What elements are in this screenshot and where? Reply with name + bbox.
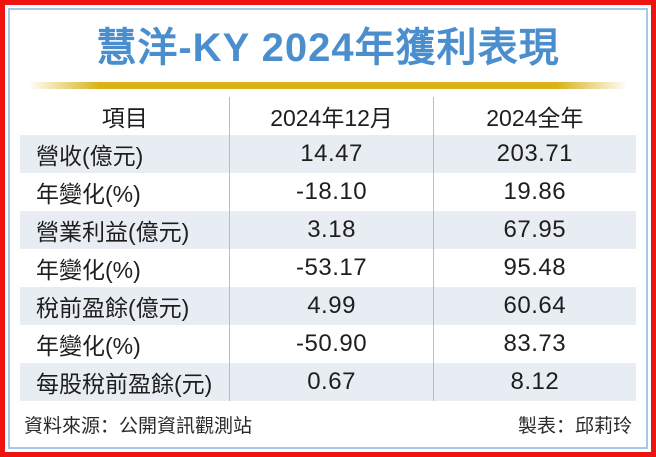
cell-value: -18.10	[229, 173, 432, 211]
cell-value: 4.99	[229, 287, 432, 325]
column-header-full-year-2024: 2024全年	[432, 97, 636, 135]
cell-value: 95.48	[432, 249, 636, 287]
row-label: 營收(億元)	[36, 143, 144, 169]
row-label: 年變化(%)	[36, 333, 141, 359]
table-row: 每股稅前盈餘(元) 0.67 8.12	[20, 363, 636, 401]
table-row: 年變化(%) -18.10 19.86	[20, 173, 636, 211]
inner-panel: 慧洋-KY 2024年獲利表現 項目 2024年12月 2024全年 營收(億元…	[8, 8, 648, 449]
table-row: 年變化(%) -53.17 95.48	[20, 249, 636, 287]
cell-value: 3.18	[229, 211, 432, 249]
gold-divider-line	[28, 82, 628, 89]
row-label: 營業利益(億元)	[36, 219, 190, 245]
source-note: 資料來源：公開資訊觀測站	[24, 416, 253, 437]
column-header-item: 項目	[101, 105, 148, 131]
cell-value: 0.67	[229, 363, 432, 401]
cell-value: 203.71	[432, 135, 636, 173]
page-title: 慧洋-KY 2024年獲利表現	[96, 26, 560, 70]
profit-table: 項目 2024年12月 2024全年 營收(億元) 14.47 203.71 年…	[20, 97, 636, 401]
row-label: 年變化(%)	[36, 181, 141, 207]
row-label: 年變化(%)	[36, 257, 141, 283]
footer: 資料來源：公開資訊觀測站 製表：邱莉玲	[24, 411, 632, 438]
row-label: 稅前盈餘(億元)	[36, 295, 190, 321]
table-header-row: 項目 2024年12月 2024全年	[20, 97, 636, 135]
cell-value: -50.90	[229, 325, 432, 363]
cell-value: 83.73	[432, 325, 636, 363]
cell-value: 19.86	[432, 173, 636, 211]
cell-value: 14.47	[229, 135, 432, 173]
table-row: 營收(億元) 14.47 203.71	[20, 135, 636, 173]
column-header-dec-2024: 2024年12月	[229, 97, 432, 135]
cell-value: 60.64	[432, 287, 636, 325]
cell-value: -53.17	[229, 249, 432, 287]
cell-value: 8.12	[432, 363, 636, 401]
table-row: 年變化(%) -50.90 83.73	[20, 325, 636, 363]
table-row: 營業利益(億元) 3.18 67.95	[20, 211, 636, 249]
credit-note: 製表：邱莉玲	[517, 416, 632, 437]
table-row: 稅前盈餘(億元) 4.99 60.64	[20, 287, 636, 325]
row-label: 每股稅前盈餘(元)	[36, 371, 213, 397]
cell-value: 67.95	[432, 211, 636, 249]
